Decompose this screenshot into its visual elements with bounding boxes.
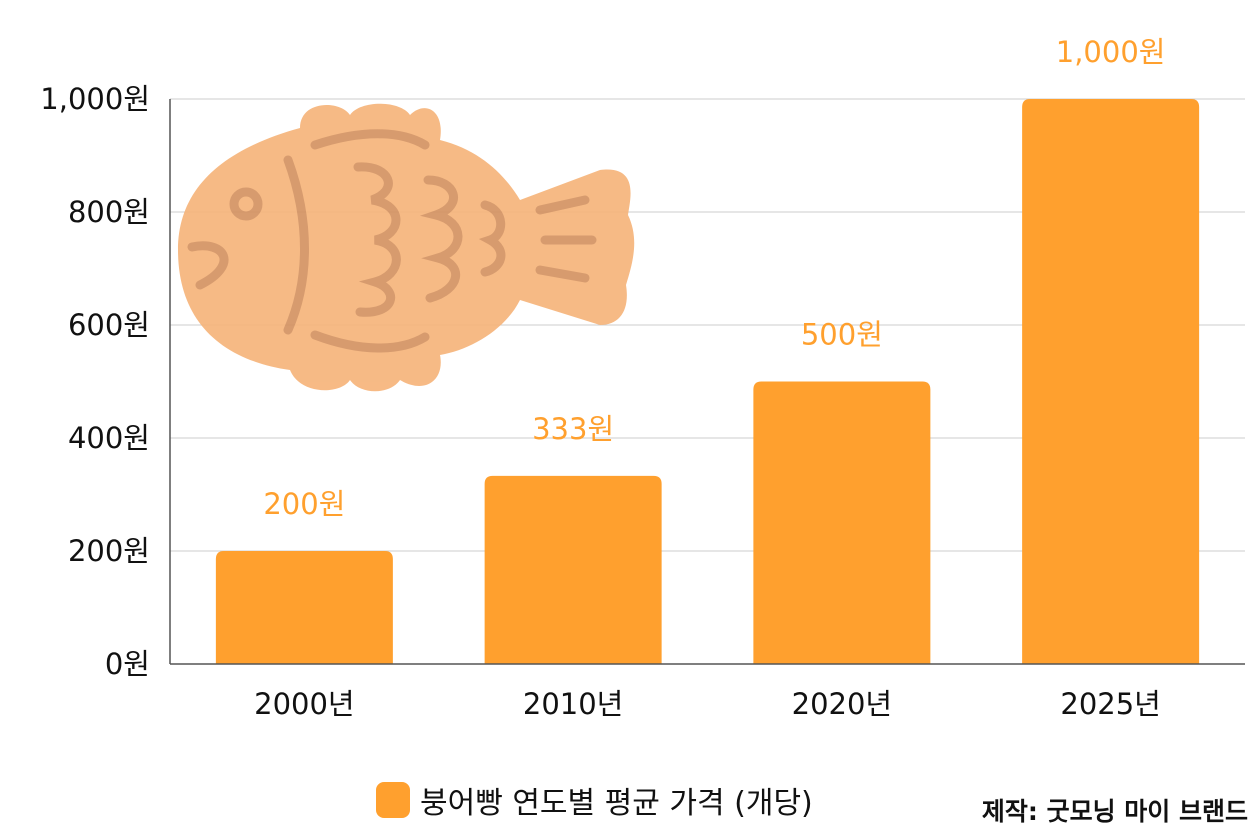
y-tick-label: 800원 (68, 195, 150, 229)
bar (753, 381, 931, 664)
data-label: 500원 (801, 318, 883, 352)
y-axis-ticks: 0원 200원 400원 600원 800원 1,000원 (40, 82, 150, 681)
y-tick-label: 600원 (68, 308, 150, 342)
data-label: 1,000원 (1056, 35, 1166, 69)
x-tick-label: 2025년 (1060, 687, 1160, 721)
data-labels: 200원 333원 500원 1,000원 (263, 35, 1165, 521)
data-label: 333원 (532, 412, 614, 446)
data-label: 200원 (263, 487, 345, 521)
y-tick-label: 200원 (68, 534, 150, 568)
bar (215, 551, 393, 664)
y-tick-label: 0원 (105, 647, 150, 681)
x-tick-label: 2000년 (254, 687, 354, 721)
legend: 붕어빵 연도별 평균 가격 (개당) (376, 778, 813, 822)
x-tick-label: 2010년 (523, 687, 623, 721)
legend-label: 붕어빵 연도별 평균 가격 (개당) (420, 786, 813, 821)
y-tick-label: 400원 (68, 421, 150, 455)
bar (1022, 99, 1200, 664)
bars (215, 99, 1200, 664)
credit-text: 제작: 굿모닝 마이 브랜드 (981, 797, 1248, 826)
bar (484, 475, 662, 664)
x-tick-label: 2020년 (792, 687, 892, 721)
taiyaki-fish-bread-icon (178, 103, 635, 392)
legend-swatch (376, 782, 410, 818)
x-axis-ticks: 2000년 2010년 2020년 2025년 (254, 687, 1161, 721)
y-tick-label: 1,000원 (40, 82, 150, 116)
